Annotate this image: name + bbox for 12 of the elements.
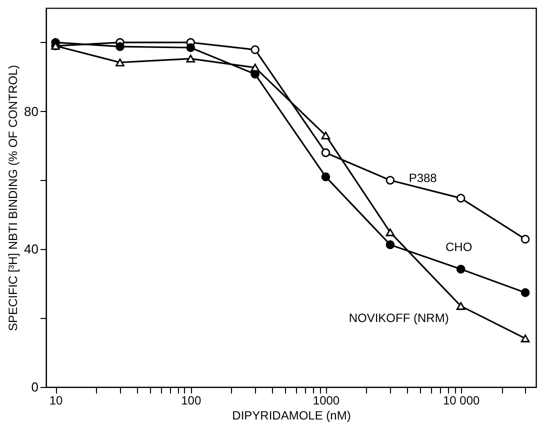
series-label: P388	[408, 171, 438, 186]
y-tick-label: 80	[24, 104, 38, 119]
series-label: CHO	[446, 240, 472, 254]
x-axis-title: DIPYRIDAMOLE (nM)	[232, 408, 351, 422]
y-axis-title: SPECIFIC [³H] NBTI BINDING (% OF CONTROL)	[6, 64, 20, 332]
y-tick-label: 40	[24, 242, 38, 257]
x-tick-label: 1000	[312, 394, 340, 408]
x-tick-label: 10	[49, 394, 64, 408]
series-label: NOVIKOFF (NRM)	[348, 311, 449, 326]
y-tick-label: 0	[31, 380, 38, 394]
x-tick-label: 100	[181, 394, 202, 408]
x-tick-label: 10 000	[442, 394, 480, 408]
